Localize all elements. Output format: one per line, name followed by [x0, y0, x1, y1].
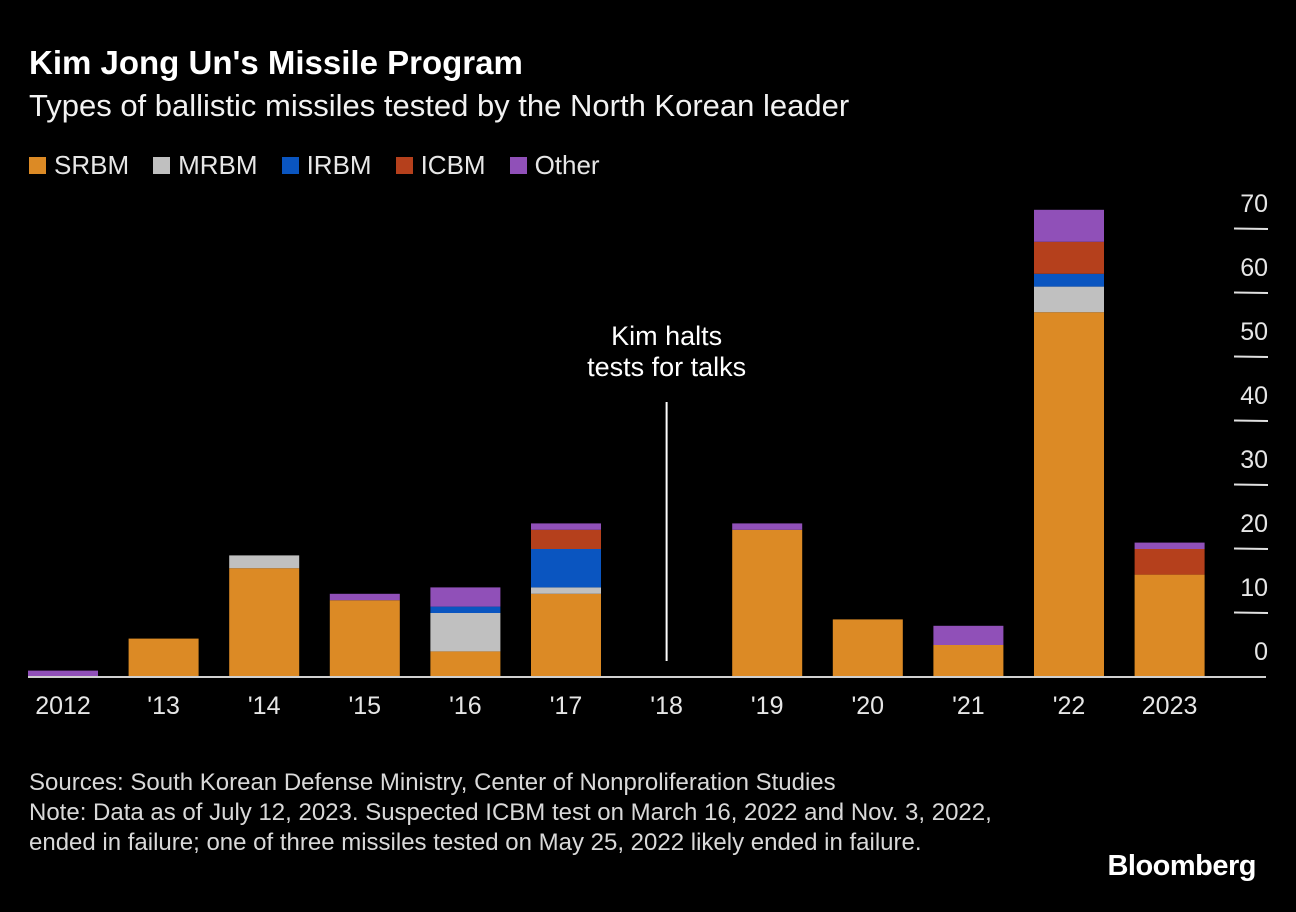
x-tick-label: '14 — [248, 692, 281, 720]
y-tick-line — [1233, 611, 1269, 614]
bar-segment-srbm — [128, 638, 199, 677]
y-tick-label: 10 — [1240, 574, 1268, 602]
x-tick-label: 2012 — [35, 692, 91, 720]
legend-swatch — [281, 157, 299, 174]
x-tick-label: '15 — [349, 692, 382, 720]
chart-subtitle: Types of ballistic missiles tested by th… — [29, 88, 850, 123]
y-tick-label: 70 — [1240, 190, 1268, 218]
bar-segment-irbm — [531, 549, 601, 588]
bar-segment-mrbm — [531, 587, 601, 594]
legend-item-other: Other — [509, 150, 600, 181]
bar-segment-other — [1034, 209, 1104, 242]
bar-segment-other — [933, 625, 1004, 645]
bar-segment-srbm — [732, 529, 803, 677]
bar-segment-irbm — [430, 606, 501, 613]
y-tick-line — [1233, 291, 1269, 294]
x-tick-label: '17 — [550, 692, 583, 720]
legend-swatch — [395, 157, 413, 174]
note-text: Note: Data as of July 12, 2023. Suspecte… — [29, 799, 992, 856]
annotation-text: tests for talks — [587, 352, 746, 382]
legend: SRBM MRBM IRBM ICBM Other — [29, 150, 600, 181]
y-tick-line — [1233, 483, 1269, 486]
bar-segment-srbm — [1134, 574, 1205, 677]
x-tick-label: '13 — [147, 692, 180, 720]
legend-item-mrbm: MRBM — [153, 150, 258, 181]
legend-label: ICBM — [420, 150, 486, 180]
legend-label: Other — [534, 150, 600, 180]
y-tick-label: 60 — [1240, 254, 1268, 282]
bar-segment-srbm — [430, 651, 501, 677]
bar-segment-srbm — [933, 645, 1004, 677]
x-tick-label: '22 — [1053, 692, 1086, 720]
chart-title: Kim Jong Un's Missile Program — [29, 44, 523, 81]
x-tick-label: '19 — [751, 692, 784, 720]
legend-label: SRBM — [54, 150, 130, 180]
x-tick-label: '21 — [952, 692, 985, 720]
y-tick-label: 50 — [1240, 318, 1268, 346]
bar-segment-other — [430, 587, 501, 607]
bar-segment-srbm — [329, 600, 400, 677]
bloomberg-logo: Bloomberg — [1107, 850, 1256, 882]
bar-segment-srbm — [229, 568, 300, 677]
bar-segment-srbm — [1034, 312, 1104, 677]
x-tick-label: 2023 — [1142, 692, 1198, 720]
legend-swatch — [509, 157, 527, 174]
bar-segment-mrbm — [229, 555, 300, 569]
bar-segment-other — [1134, 542, 1205, 549]
y-tick-line — [1233, 227, 1269, 230]
legend-label: MRBM — [178, 150, 258, 180]
bar-segment-other — [732, 523, 803, 530]
y-tick-label: 20 — [1240, 510, 1268, 538]
legend-item-srbm: SRBM — [29, 150, 129, 181]
y-tick-line — [1233, 547, 1269, 550]
bar-segment-mrbm — [1034, 286, 1104, 313]
bar-segment-srbm — [531, 593, 601, 677]
bar-segment-icbm — [1034, 241, 1104, 274]
y-tick-line — [1233, 419, 1269, 422]
bar-segment-icbm — [531, 529, 601, 549]
y-tick-label: 0 — [1254, 638, 1268, 666]
bar-segment-other — [28, 670, 98, 677]
bar-segment-srbm — [832, 619, 903, 677]
x-tick-label: '18 — [650, 692, 683, 720]
legend-item-irbm: IRBM — [281, 150, 372, 181]
annotation-text: Kim halts — [611, 321, 722, 351]
sources-text: Sources: South Korean Defense Ministry, … — [29, 769, 836, 796]
x-tick-label: '20 — [852, 692, 885, 720]
stacked-bar-chart: 0 10 20 30 40 50 60 70 2012 '13 '14 '15 '16 '17 '18 '19… — [28, 190, 1269, 720]
legend-swatch — [153, 157, 171, 174]
y-tick-line — [1233, 355, 1269, 358]
bar-segment-other — [531, 523, 601, 530]
y-tick-label: 30 — [1240, 446, 1268, 474]
footer: Sources: South Korean Defense Ministry, … — [29, 768, 1029, 858]
y-tick-label: 40 — [1240, 382, 1268, 410]
bar-segment-irbm — [1034, 273, 1104, 287]
bar-segment-mrbm — [430, 613, 501, 652]
legend-item-icbm: ICBM — [395, 150, 486, 181]
bar-segment-icbm — [1134, 549, 1205, 575]
x-tick-label: '16 — [449, 692, 482, 720]
legend-label: IRBM — [306, 150, 372, 180]
bar-segment-other — [329, 593, 400, 601]
legend-swatch — [29, 157, 46, 174]
